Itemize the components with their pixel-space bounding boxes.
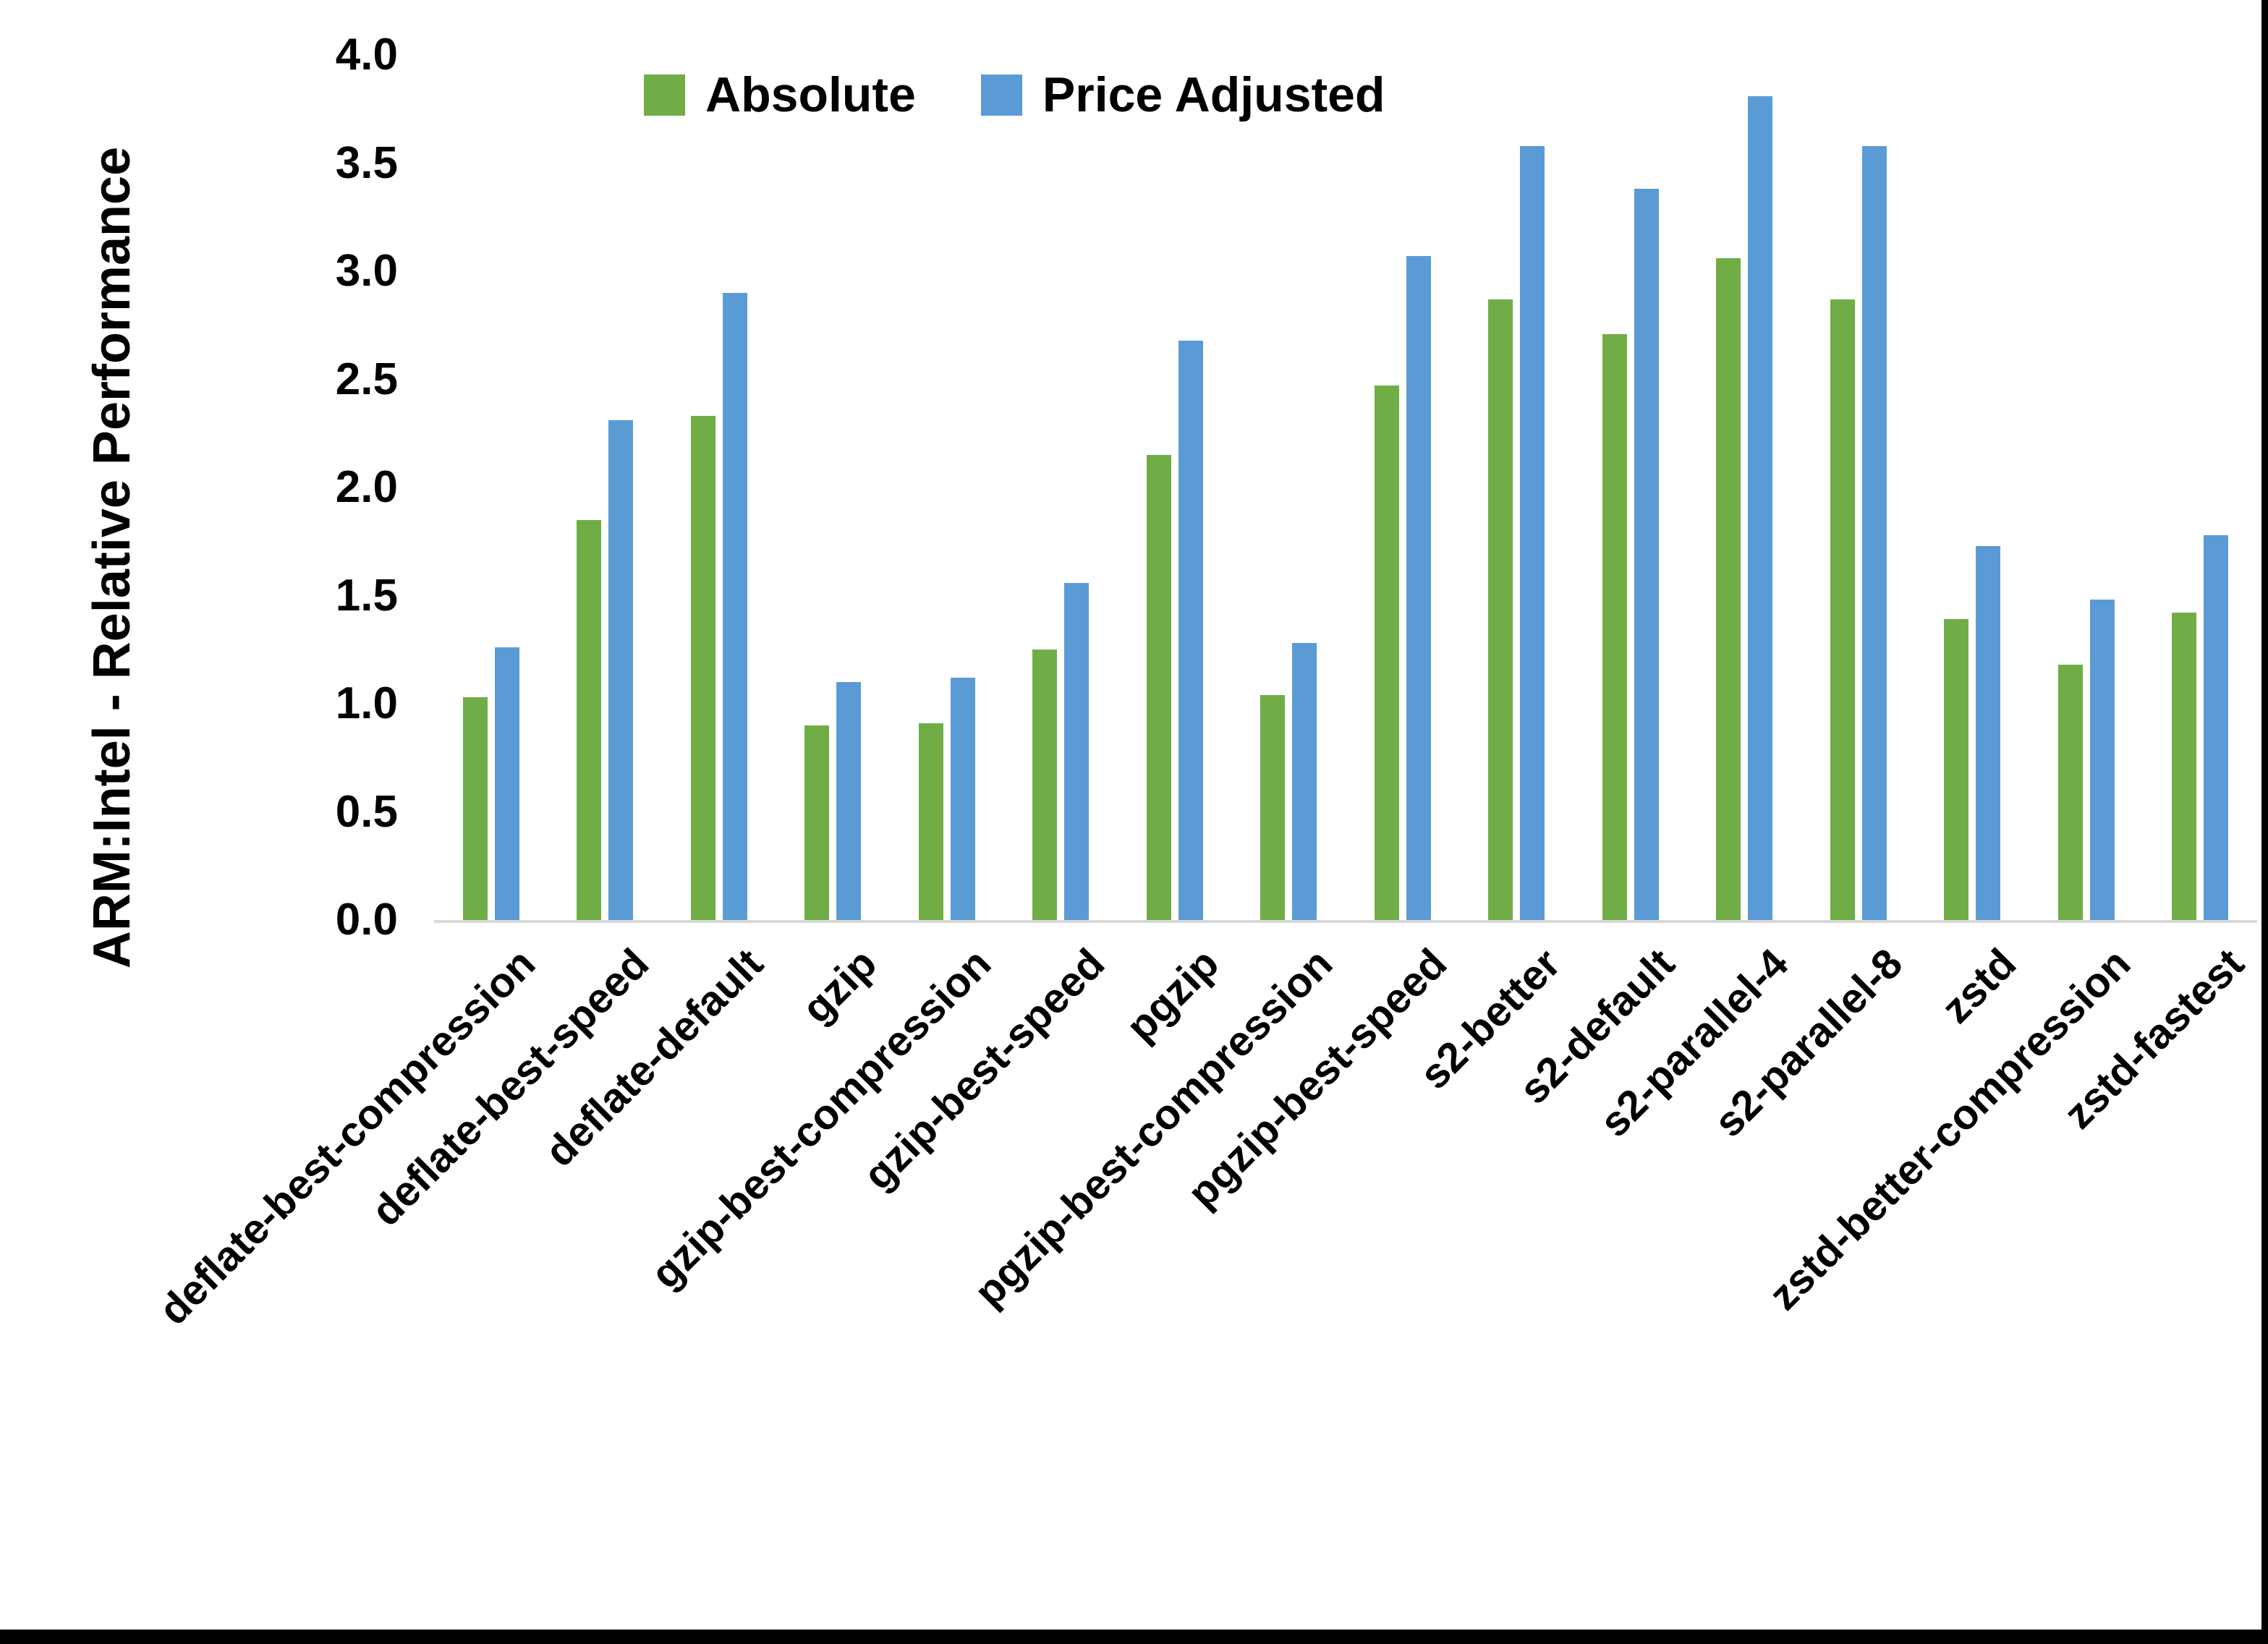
- bar-zstd-price-adjusted: [1976, 545, 2001, 920]
- frame-bottom-edge: [0, 1630, 2268, 1644]
- legend: Absolute Price Adjusted: [644, 67, 1385, 123]
- frame-right-edge: [2261, 0, 2268, 1644]
- legend-item-price-adjusted: Price Adjusted: [980, 67, 1385, 123]
- y-tick-label: 3.0: [335, 246, 398, 296]
- legend-swatch-icon: [644, 74, 685, 116]
- bar-zstd-better-compression-absolute: [2057, 665, 2083, 920]
- legend-label: Price Adjusted: [1042, 67, 1385, 122]
- bar-gzip-best-speed-price-adjusted: [1064, 582, 1090, 920]
- bar-gzip-price-adjusted: [836, 682, 862, 920]
- bar-zstd-fastest-price-adjusted: [2204, 534, 2229, 920]
- bar-deflate-best-compression-absolute: [462, 697, 488, 920]
- legend-label: Absolute: [705, 67, 916, 122]
- y-tick-label: 4.0: [335, 30, 398, 80]
- y-tick-label: 2.0: [335, 462, 398, 512]
- y-tick-label: 0.0: [335, 895, 398, 945]
- bar-zstd-absolute: [1944, 619, 1969, 920]
- legend-swatch-icon: [980, 74, 1022, 116]
- x-axis-line: [434, 920, 2257, 923]
- y-tick-label: 1.5: [335, 570, 398, 621]
- bar-s2-better-absolute: [1488, 299, 1513, 920]
- bar-pgzip-best-speed-absolute: [1374, 386, 1399, 920]
- bar-gzip-absolute: [804, 725, 830, 920]
- bar-s2-default-absolute: [1602, 333, 1627, 920]
- y-tick-label: 3.5: [335, 137, 398, 188]
- bar-zstd-fastest-absolute: [2172, 613, 2197, 920]
- y-tick-label: 1.0: [335, 678, 398, 728]
- bar-s2-parallel-8-price-adjusted: [1861, 145, 1887, 920]
- bar-gzip-best-compression-price-adjusted: [950, 678, 975, 920]
- bar-pgzip-best-speed-price-adjusted: [1406, 256, 1431, 920]
- bar-pgzip-price-adjusted: [1178, 340, 1203, 920]
- y-tick-label: 2.5: [335, 354, 398, 404]
- bar-s2-parallel-8-absolute: [1830, 299, 1855, 920]
- bar-deflate-default-absolute: [690, 416, 715, 920]
- bar-s2-default-price-adjusted: [1634, 189, 1659, 920]
- bar-zstd-better-compression-price-adjusted: [2089, 600, 2115, 920]
- bar-pgzip-best-compression-price-adjusted: [1292, 643, 1317, 920]
- y-tick-label: 0.5: [335, 786, 398, 837]
- bar-pgzip-best-compression-absolute: [1260, 695, 1286, 920]
- bar-s2-parallel-4-price-adjusted: [1748, 95, 1773, 920]
- bar-deflate-best-speed-price-adjusted: [608, 420, 634, 920]
- bar-s2-parallel-4-absolute: [1716, 258, 1741, 920]
- bar-deflate-default-price-adjusted: [722, 292, 747, 920]
- bar-pgzip-absolute: [1146, 455, 1171, 920]
- bar-deflate-best-compression-price-adjusted: [494, 647, 519, 920]
- legend-item-absolute: Absolute: [644, 67, 916, 123]
- bar-gzip-best-compression-absolute: [918, 723, 943, 920]
- bar-s2-better-price-adjusted: [1520, 145, 1545, 920]
- bar-deflate-best-speed-absolute: [577, 519, 602, 920]
- bar-gzip-best-speed-absolute: [1032, 649, 1058, 920]
